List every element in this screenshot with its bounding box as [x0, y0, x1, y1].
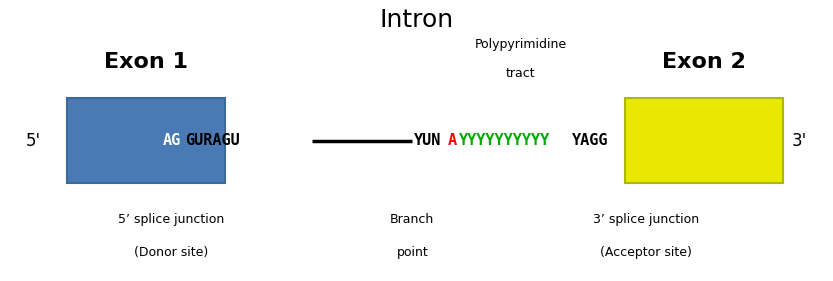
Text: A: A [447, 133, 456, 148]
Text: GURAGU: GURAGU [185, 133, 240, 148]
Text: point: point [397, 246, 428, 259]
Text: AG: AG [162, 133, 181, 148]
Text: 5': 5' [26, 132, 41, 149]
Text: 3’ splice junction: 3’ splice junction [592, 213, 699, 226]
FancyBboxPatch shape [625, 98, 783, 183]
Text: (Donor site): (Donor site) [133, 246, 208, 259]
Text: Polypyrimidine: Polypyrimidine [475, 38, 566, 51]
Text: (Acceptor site): (Acceptor site) [600, 246, 691, 259]
Text: Exon 2: Exon 2 [662, 52, 746, 72]
Text: YYYYYYYYYY: YYYYYYYYYY [459, 133, 551, 148]
Text: Branch: Branch [390, 213, 435, 226]
FancyBboxPatch shape [67, 98, 225, 183]
Text: YAGG: YAGG [571, 133, 608, 148]
Text: tract: tract [506, 67, 536, 80]
Text: 5’ splice junction: 5’ splice junction [117, 213, 224, 226]
Text: YUN: YUN [414, 133, 441, 148]
Text: Exon 1: Exon 1 [104, 52, 187, 72]
Text: 3': 3' [792, 132, 807, 149]
Text: Intron: Intron [380, 8, 453, 32]
